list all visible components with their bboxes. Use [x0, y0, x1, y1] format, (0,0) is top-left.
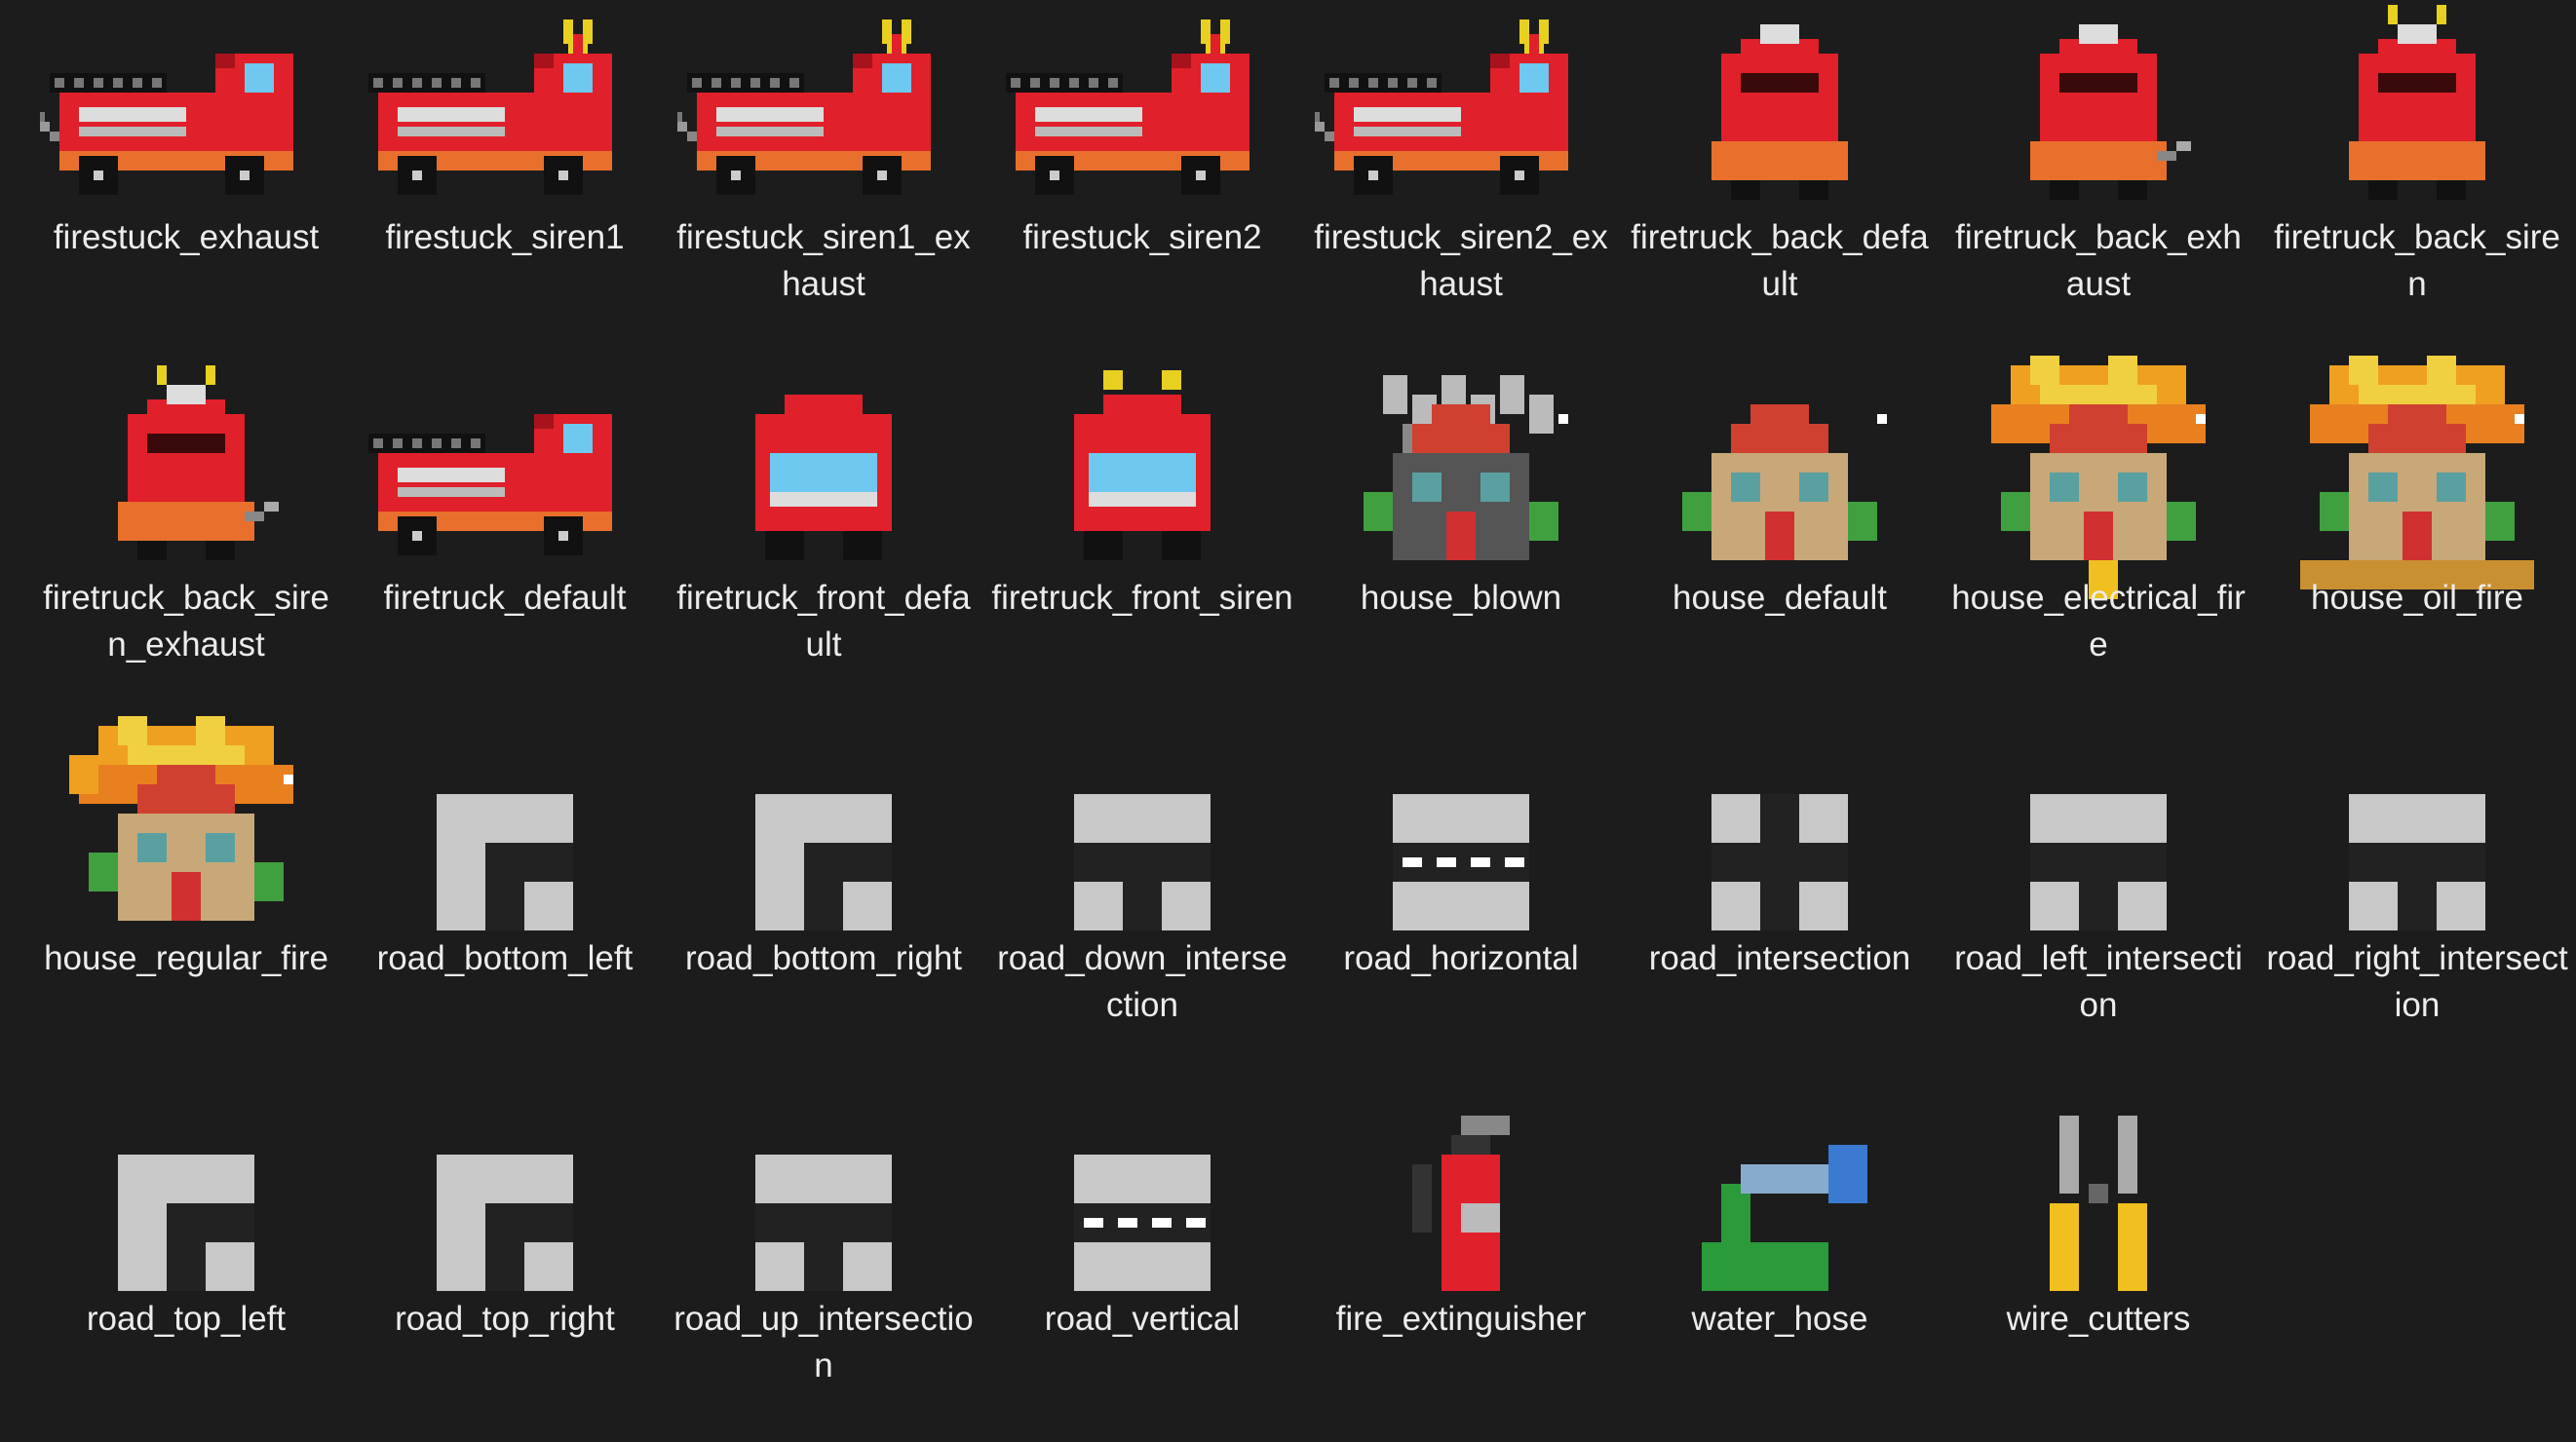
file-item[interactable]: road_bottom_left — [348, 731, 662, 1082]
file-name: firetruck_front_default — [676, 579, 971, 664]
firetruck-side-siren-exhaust-icon — [667, 10, 980, 219]
file-item[interactable]: firetruck_back_default — [1623, 10, 1937, 360]
file-name: fire_extinguisher — [1335, 1300, 1587, 1338]
road-corner-icon — [348, 1091, 662, 1301]
file-item[interactable]: road_vertical — [985, 1091, 1299, 1442]
file-name: house_oil_fire — [2311, 579, 2523, 617]
file-item[interactable]: road_horizontal — [1304, 731, 1618, 1082]
file-item[interactable]: house_regular_fire — [29, 716, 343, 1082]
file-name: road_bottom_left — [376, 939, 634, 977]
firetruck-front-siren-icon — [985, 370, 1299, 580]
file-item[interactable]: firetruck_back_exhaust — [1942, 10, 2255, 360]
firetruck-back-siren-exhaust-icon — [29, 365, 343, 580]
file-name: road_right_intersection — [2266, 939, 2568, 1024]
firetruck-back-icon — [1623, 10, 1937, 219]
house-icon — [1623, 370, 1937, 580]
file-item[interactable]: road_down_intersection — [985, 731, 1299, 1082]
file-item[interactable]: firestuck_exhaust — [29, 10, 343, 360]
file-name: house_electrical_fire — [1951, 579, 2246, 664]
firetruck-side-siren-icon — [348, 10, 662, 219]
file-item[interactable]: road_right_intersection — [2260, 731, 2574, 1082]
file-item[interactable]: firetruck_front_siren — [985, 370, 1299, 721]
file-name: road_left_intersection — [1954, 939, 2243, 1024]
file-item[interactable]: water_hose — [1623, 1091, 1937, 1442]
file-item[interactable]: road_top_right — [348, 1091, 662, 1442]
file-name: road_bottom_right — [684, 939, 963, 977]
file-item[interactable]: firetruck_front_default — [667, 370, 980, 721]
house-oil-fire-icon — [2260, 356, 2574, 589]
file-name: firestuck_siren2 — [1022, 218, 1262, 256]
firetruck-side-siren-exhaust-icon — [1304, 10, 1618, 219]
road-t-junction-icon — [985, 731, 1299, 940]
file-item[interactable]: firetruck_back_siren — [2260, 5, 2574, 360]
firetruck-side-siren-icon — [985, 10, 1299, 219]
file-item[interactable]: firetruck_back_siren_exhaust — [29, 365, 343, 721]
file-item[interactable]: wire_cutters — [1942, 1091, 2255, 1442]
file-name: firetruck_default — [383, 579, 627, 617]
file-name: wire_cutters — [2006, 1300, 2191, 1338]
road-t-junction-icon — [667, 1091, 980, 1301]
file-item[interactable]: firestuck_siren1_exhaust — [667, 10, 980, 360]
file-name: road_top_right — [395, 1300, 615, 1338]
file-name: firestuck_exhaust — [53, 218, 320, 256]
firetruck-side-exhaust-icon — [29, 10, 343, 219]
file-item[interactable]: house_default — [1623, 370, 1937, 721]
file-name: firetruck_back_siren — [2274, 218, 2560, 303]
house-blown-icon — [1304, 370, 1618, 580]
road-cross-icon — [1623, 731, 1937, 940]
water-hose-icon — [1623, 1091, 1937, 1301]
firetruck-back-siren-icon — [2260, 5, 2574, 219]
wire-cutters-icon — [1942, 1091, 2255, 1301]
road-corner-icon — [667, 731, 980, 940]
file-name: road_up_intersection — [673, 1300, 974, 1385]
file-item[interactable]: house_oil_fire — [2260, 356, 2574, 721]
fire-extinguisher-icon — [1304, 1091, 1618, 1301]
file-name: firestuck_siren2_exhaust — [1314, 218, 1608, 303]
file-name: road_top_left — [86, 1300, 287, 1338]
file-item[interactable]: road_intersection — [1623, 731, 1937, 1082]
file-name: firetruck_back_exhaust — [1955, 218, 2242, 303]
file-item[interactable]: firestuck_siren2 — [985, 10, 1299, 360]
file-name: house_blown — [1360, 579, 1562, 617]
house-regular-fire-icon — [29, 716, 343, 940]
file-item[interactable]: road_left_intersection — [1942, 731, 2255, 1082]
file-name: road_intersection — [1648, 939, 1911, 977]
file-name: firestuck_siren1_exhaust — [676, 218, 971, 303]
road-straight-icon — [985, 1091, 1299, 1301]
file-item[interactable]: firetruck_default — [348, 370, 662, 721]
file-item[interactable]: house_blown — [1304, 370, 1618, 721]
file-item[interactable]: fire_extinguisher — [1304, 1091, 1618, 1442]
file-name: firestuck_siren1 — [385, 218, 625, 256]
file-item[interactable]: house_electrical_fire — [1942, 356, 2255, 721]
file-name: house_regular_fire — [44, 939, 328, 977]
file-name: house_default — [1672, 579, 1887, 617]
firetruck-front-icon — [667, 370, 980, 580]
road-t-junction-icon — [2260, 731, 2574, 940]
file-item[interactable]: firestuck_siren1 — [348, 10, 662, 360]
file-name: water_hose — [1691, 1300, 1868, 1338]
file-item[interactable]: road_bottom_right — [667, 731, 980, 1082]
file-name: firetruck_front_siren — [991, 579, 1293, 617]
road-t-junction-icon — [1942, 731, 2255, 940]
house-electrical-fire-icon — [1942, 356, 2255, 599]
road-corner-icon — [348, 731, 662, 940]
file-name: firetruck_back_siren_exhaust — [43, 579, 329, 664]
road-straight-icon — [1304, 731, 1618, 940]
file-name: road_down_intersection — [997, 939, 1288, 1024]
file-name: road_vertical — [1044, 1300, 1241, 1338]
file-name: firetruck_back_default — [1631, 218, 1929, 303]
file-grid: firestuck_exhaust firestuck_siren1 firestu… — [29, 5, 2574, 1385]
firetruck-side-icon — [348, 370, 662, 580]
road-corner-icon — [29, 1091, 343, 1301]
firetruck-back-exhaust-icon — [1942, 10, 2255, 219]
file-item[interactable]: road_up_intersection — [667, 1091, 980, 1442]
file-item[interactable]: road_top_left — [29, 1091, 343, 1442]
file-name: road_horizontal — [1343, 939, 1579, 977]
file-item[interactable]: firestuck_siren2_exhaust — [1304, 10, 1618, 360]
